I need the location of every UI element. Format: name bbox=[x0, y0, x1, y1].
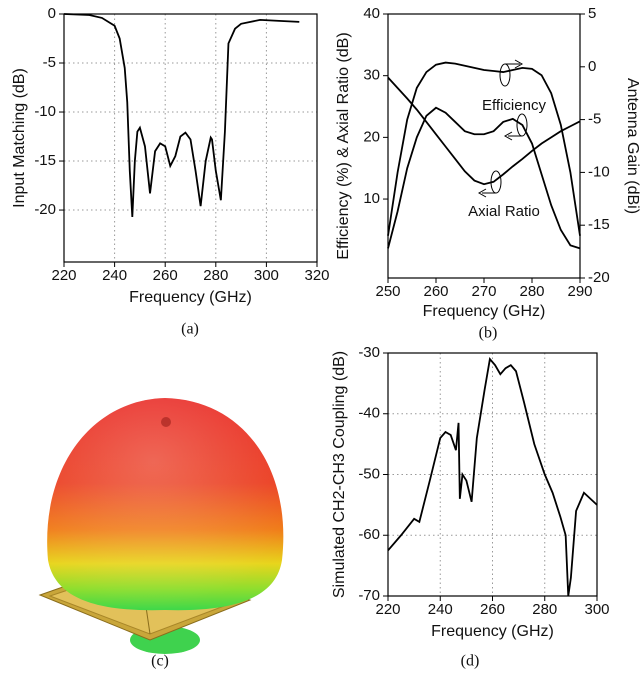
caption: (c) bbox=[151, 653, 169, 670]
y-tick-label: 40 bbox=[363, 5, 380, 22]
x-tick-label: 220 bbox=[375, 601, 400, 618]
y2-tick-label: -5 bbox=[588, 111, 601, 128]
x-tick-label: 280 bbox=[532, 601, 557, 618]
caption: (b) bbox=[479, 325, 498, 342]
plot-frame bbox=[387, 13, 581, 279]
y2-tick-label: -20 bbox=[588, 269, 610, 286]
y-tick-label: -60 bbox=[358, 526, 380, 543]
y-tick-label: 0 bbox=[48, 5, 56, 22]
y-tick-label: -50 bbox=[358, 465, 380, 482]
y-tick-label: -10 bbox=[34, 103, 56, 120]
caption: (a) bbox=[181, 321, 199, 338]
y-tick-label: 10 bbox=[363, 190, 380, 207]
x-tick-label: 220 bbox=[51, 267, 76, 284]
x-axis-title: Frequency (GHz) bbox=[129, 289, 252, 306]
y2-tick-label: 0 bbox=[588, 58, 596, 75]
x-tick-label: 250 bbox=[375, 283, 400, 300]
y2-tick-label: 5 bbox=[588, 5, 596, 22]
x-tick-label: 240 bbox=[102, 267, 127, 284]
y-axis-title: Input Matching (dB) bbox=[11, 68, 28, 208]
x-tick-label: 240 bbox=[428, 601, 453, 618]
caption: (d) bbox=[461, 653, 480, 670]
radiation-pattern bbox=[38, 398, 284, 654]
annotations bbox=[477, 59, 528, 198]
x-axis-title: Frequency (GHz) bbox=[431, 623, 554, 640]
x-tick-label: 320 bbox=[304, 267, 329, 284]
y-tick-label: -20 bbox=[34, 201, 56, 218]
line-series bbox=[387, 106, 581, 250]
y-tick-label: -40 bbox=[358, 405, 380, 422]
x-tick-label: 260 bbox=[153, 267, 178, 284]
x-tick-label: 270 bbox=[471, 283, 496, 300]
y2-axis-title: Antenna Gain (dBi) bbox=[624, 78, 641, 214]
annotation: Axial Ratio bbox=[468, 203, 540, 220]
y-tick-label: 30 bbox=[363, 67, 380, 84]
plot-frame bbox=[63, 13, 318, 263]
line-series bbox=[387, 76, 581, 186]
plot-frame bbox=[387, 352, 598, 597]
y2-tick-label: -10 bbox=[588, 163, 610, 180]
line-series bbox=[387, 61, 581, 236]
x-tick-label: 280 bbox=[519, 283, 544, 300]
x-tick-label: 290 bbox=[567, 283, 592, 300]
y-tick-label: -30 bbox=[358, 344, 380, 361]
x-tick-label: 260 bbox=[423, 283, 448, 300]
line-series bbox=[387, 357, 598, 597]
y-tick-label: -15 bbox=[34, 152, 56, 169]
y-tick-label: -70 bbox=[358, 587, 380, 604]
y2-tick-label: -15 bbox=[588, 216, 610, 233]
x-tick-label: 300 bbox=[584, 601, 609, 618]
y-axis-title: Simulated CH2-CH3 Coupling (dB) bbox=[331, 351, 348, 598]
x-tick-label: 300 bbox=[254, 267, 279, 284]
x-tick-label: 260 bbox=[480, 601, 505, 618]
line-series bbox=[63, 13, 300, 217]
x-tick-label: 280 bbox=[203, 267, 228, 284]
y-tick-label: 20 bbox=[363, 128, 380, 145]
y-axis-title: Efficiency (%) & Axial Ratio (dB) bbox=[335, 32, 352, 259]
y-tick-label: -5 bbox=[43, 54, 56, 71]
x-axis-title: Frequency (GHz) bbox=[423, 303, 546, 320]
annotation: Efficiency bbox=[482, 97, 546, 114]
